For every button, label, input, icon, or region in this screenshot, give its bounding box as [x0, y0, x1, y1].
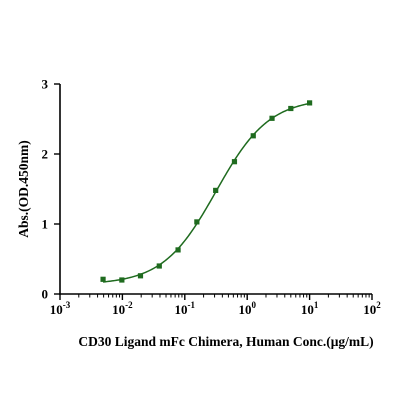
- data-point: [119, 277, 125, 283]
- data-point: [250, 133, 256, 139]
- x-tick-label: 102: [363, 300, 381, 317]
- y-axis-title: Abs.(OD.450nm): [16, 140, 31, 238]
- x-tick-label: 100: [238, 300, 256, 317]
- fit-curve: [102, 102, 310, 283]
- data-point: [137, 273, 144, 279]
- data-point: [269, 115, 275, 121]
- data-point: [194, 219, 200, 225]
- data-point: [213, 187, 219, 193]
- data-point: [307, 100, 313, 106]
- data-point: [100, 276, 106, 282]
- x-tick-label: 101: [301, 300, 319, 317]
- x-tick-label: 10-1: [175, 300, 196, 317]
- axes: 0 1 2 3 10-3 10-2 10-1 100 101 102: [42, 77, 382, 318]
- x-axis-title: CD30 Ligand mFc Chimera, Human Conc.(μg/…: [78, 334, 373, 349]
- data-points-layer: [100, 100, 313, 283]
- fit-curve-layer: [102, 102, 310, 283]
- y-tick-label: 1: [42, 217, 49, 232]
- x-tick-label: 10-2: [112, 300, 133, 317]
- y-tick-label: 3: [42, 77, 49, 92]
- y-tick-label: 0: [42, 287, 49, 302]
- y-tick-label: 2: [42, 147, 49, 162]
- x-tick-label: 10-3: [50, 300, 71, 317]
- data-point: [175, 247, 181, 253]
- data-point: [156, 263, 162, 269]
- data-point: [231, 159, 238, 165]
- data-point: [288, 105, 294, 112]
